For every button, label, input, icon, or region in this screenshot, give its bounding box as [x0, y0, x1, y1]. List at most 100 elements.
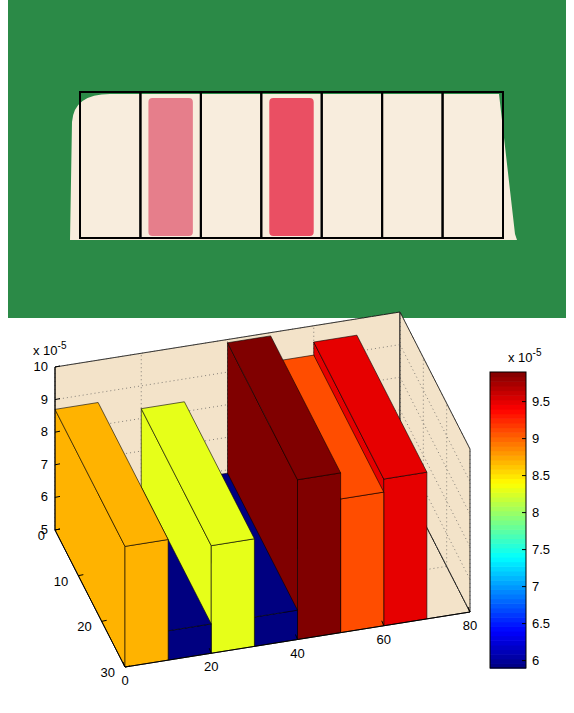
colorbar-swatch — [490, 631, 526, 636]
colorbar-multiplier: x 10-5 — [508, 347, 542, 365]
z-tick-label: 8 — [41, 424, 48, 439]
z-tick-label: 9 — [41, 392, 48, 407]
colorbar-swatch — [490, 562, 526, 567]
grid — [55, 312, 470, 667]
colorbar-swatch — [490, 613, 526, 618]
colorbar-tick — [522, 623, 526, 624]
colorbar-swatch — [490, 557, 526, 562]
y-tick — [55, 529, 60, 530]
strip-front — [211, 539, 254, 653]
colorbar-swatch — [490, 451, 526, 456]
colorbar-swatch — [490, 488, 526, 493]
stained-region — [148, 98, 192, 236]
colorbar-swatch — [490, 409, 526, 414]
colorbar-swatch — [490, 645, 526, 650]
grid-line — [55, 367, 56, 530]
x-tick — [123, 662, 125, 667]
colorbar-swatch — [490, 603, 526, 608]
colorbar-swatch — [490, 576, 526, 581]
y-tick — [102, 620, 107, 621]
z-tick — [55, 399, 60, 400]
stained-region — [269, 98, 313, 236]
colorbar-swatch — [490, 580, 526, 585]
strip-front — [384, 472, 427, 626]
axes: 02040608001020305678910x 10-5 — [33, 340, 477, 688]
x-tick — [209, 648, 211, 653]
colorbar-swatch — [490, 446, 526, 451]
colorbar-swatch — [490, 502, 526, 507]
grid-line — [446, 403, 447, 566]
y-axis-line — [55, 530, 125, 667]
colorbar-multiplier-exponent: -5 — [533, 347, 542, 358]
strip-top — [228, 336, 341, 480]
colorbar-tick — [522, 512, 526, 513]
y-tick-label: 30 — [101, 665, 115, 680]
colorbar-swatch — [490, 372, 526, 377]
x-tick-label: 60 — [377, 632, 391, 647]
strip-top — [55, 403, 168, 547]
colorbar-swatch — [490, 465, 526, 470]
z-multiplier-exponent: -5 — [58, 340, 67, 351]
z-multiplier: x 10-5 — [33, 340, 67, 358]
colorbar-swatch — [490, 428, 526, 433]
colorbar-tick-label: 6 — [532, 653, 539, 668]
colorbar-swatch — [490, 640, 526, 645]
colorbar-swatch — [490, 571, 526, 576]
colorbar-swatch — [490, 566, 526, 571]
colorbar-frame — [490, 372, 526, 668]
colorbar-swatch — [490, 404, 526, 409]
colorbar-swatch — [490, 520, 526, 525]
strip-front — [125, 540, 168, 667]
colorbar-tick-label: 9 — [532, 431, 539, 446]
colorbar-swatch — [490, 534, 526, 539]
colorbar-swatch — [490, 548, 526, 553]
colorbar-swatch — [490, 395, 526, 400]
colorbar-swatch — [490, 650, 526, 655]
y-tick — [125, 666, 130, 667]
z-tick — [55, 366, 60, 367]
colorbar-swatch — [490, 423, 526, 428]
colorbar-tick-label: 9.5 — [532, 394, 550, 409]
colorbar-swatch — [490, 594, 526, 599]
colorbar-tick — [522, 660, 526, 661]
colorbar-swatch — [490, 515, 526, 520]
surface — [55, 335, 427, 667]
colorbar-swatch — [490, 381, 526, 386]
colorbar-swatch — [490, 400, 526, 405]
grid-line — [470, 449, 471, 612]
z-axis-line — [55, 367, 56, 530]
colorbar-swatch — [490, 617, 526, 622]
figure: 02040608001020305678910x 10-566.577.588.… — [0, 0, 574, 713]
x-tick-label: 40 — [290, 646, 304, 661]
colorbar-swatch — [490, 474, 526, 479]
photo — [8, 0, 566, 318]
colorbar-swatch — [490, 483, 526, 488]
colorbar-swatch — [490, 589, 526, 594]
photo-box — [322, 92, 382, 238]
colorbar-tick-label: 7 — [532, 579, 539, 594]
colorbar-swatch — [490, 497, 526, 502]
colorbar-tick — [522, 401, 526, 402]
y-tick-label: 20 — [77, 619, 91, 634]
colorbar-swatch — [490, 455, 526, 460]
z-tick-label: 7 — [41, 457, 48, 472]
plot — [55, 312, 470, 667]
colorbar-tick — [522, 438, 526, 439]
z-tick — [55, 431, 60, 432]
colorbar-swatch — [490, 469, 526, 474]
colorbar-tick-label: 8 — [532, 505, 539, 520]
photo-box — [382, 92, 442, 238]
x-tick — [296, 635, 298, 640]
photo-box — [80, 92, 140, 238]
colorbar-swatch — [490, 585, 526, 590]
colorbar-tick — [522, 549, 526, 550]
colorbar-tick-label: 8.5 — [532, 468, 550, 483]
x-tick — [382, 621, 384, 626]
photo-background — [8, 0, 566, 318]
colorbar: 66.577.588.599.5x 10-5 — [490, 347, 550, 669]
colorbar-swatch — [490, 599, 526, 604]
colorbar-swatch — [490, 511, 526, 516]
colorbar-swatch — [490, 539, 526, 544]
tissue — [70, 94, 517, 240]
colorbar-swatch — [490, 460, 526, 465]
